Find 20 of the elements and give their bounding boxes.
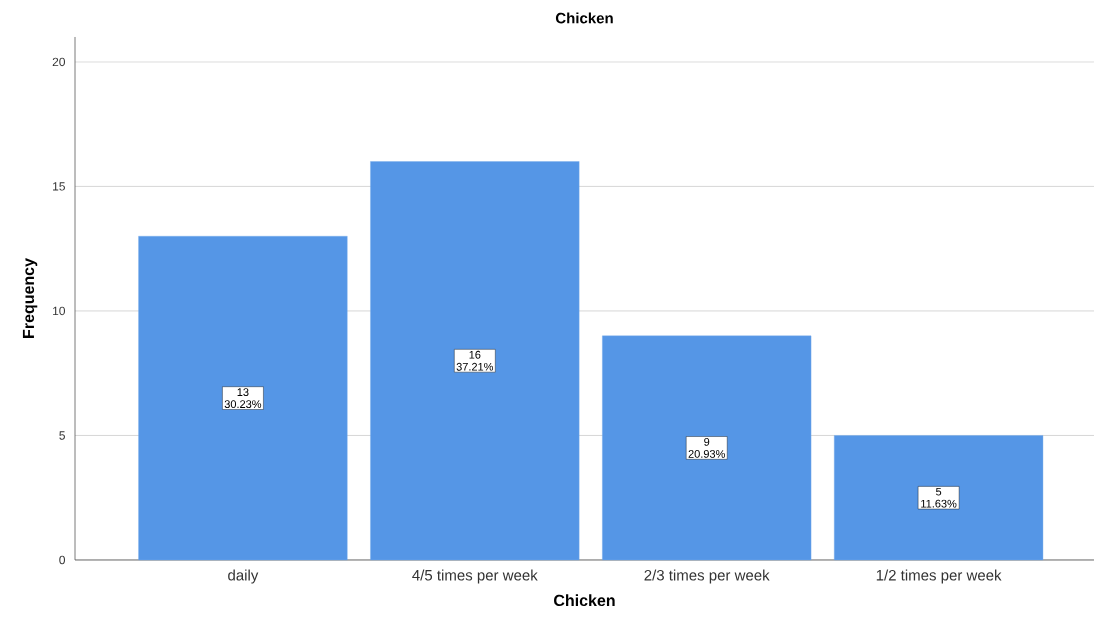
bar [370,161,580,561]
data-label: 16 37.21% [456,350,494,371]
x-tick-label: 4/5 times per week [412,569,538,584]
bar [834,435,1044,561]
y-tick-label: 15 [53,182,65,191]
y-tick-label: 20 [52,57,66,67]
y-axis-title: Frequency [22,258,38,338]
data-label: 9 20.93% [688,438,725,458]
bar [138,236,348,561]
y-tick-label: 0 [59,555,66,565]
bar [602,335,812,561]
x-axis-title: Chicken [554,594,615,607]
y-tick-label: 10 [53,306,66,316]
data-label: 5 11.63% [921,487,957,508]
y-tick-label: 5 [59,431,65,440]
x-tick-label: 2/3 times per week [644,569,770,584]
x-tick-label: daily [228,569,259,584]
x-tick-label: 1/2 times per week [876,569,1002,584]
chart-title: Chicken [555,12,613,24]
data-label: 13 30.23% [224,388,262,408]
